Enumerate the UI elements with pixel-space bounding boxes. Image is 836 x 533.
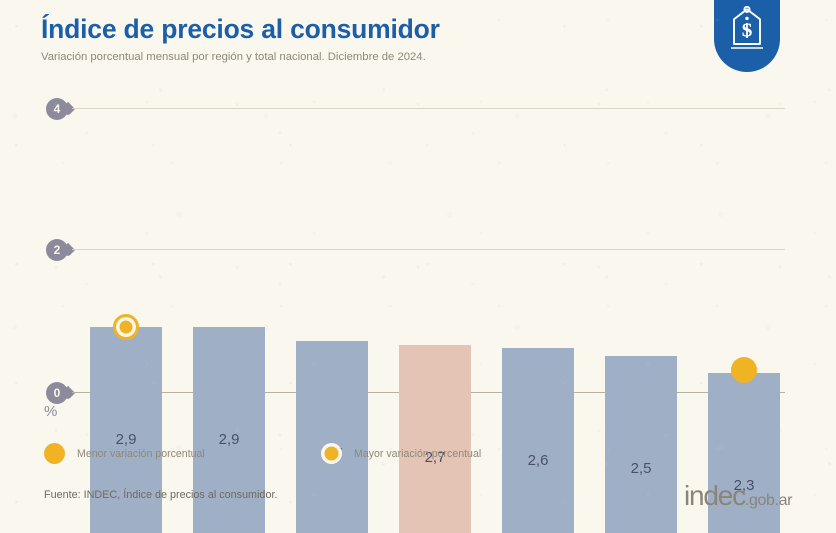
bar-group-pampeana[interactable]: 2,5 Pampeana [605, 141, 677, 533]
bar-group-noroeste[interactable]: 2,7 Noroeste [296, 141, 368, 533]
bar-group-cuyo[interactable]: 2,3 Cuyo [708, 141, 780, 533]
bar: 2,6 [502, 348, 574, 533]
gridline-2 [72, 249, 785, 250]
indec-logo-suffix: .gob.ar [744, 492, 792, 509]
page-title: Índice de precios al consumidor [41, 14, 440, 44]
y-axis-unit-label: % [44, 403, 58, 420]
bar-value-label: 2,7 [424, 449, 446, 466]
y-tick-4: 4 [46, 98, 68, 120]
indec-logo-main: indec [684, 480, 746, 511]
bar-value-label: 2,3 [733, 477, 755, 494]
y-tick-2: 2 [46, 239, 68, 261]
gridline-4 [72, 108, 785, 109]
indec-logo: indec .gob.ar [684, 480, 792, 512]
bar-group-patagonia[interactable]: 2,6 Patagonia [502, 141, 574, 533]
marker-menor-variacion-icon [731, 357, 757, 383]
header: Índice de precios al consumidor Variació… [41, 14, 440, 63]
y-tick-0: 0 [46, 382, 68, 404]
bar-group-noreste[interactable]: 2,9 Noreste [90, 141, 162, 533]
bar-value-label: 2,6 [527, 452, 549, 469]
bar: 2,9 [90, 327, 162, 533]
footer-source-note: Fuente: INDEC, Índice de precios al cons… [44, 489, 278, 501]
legend-item-menor: Menor variación porcentual [44, 443, 205, 464]
legend-item-mayor: Mayor variación porcentual [321, 443, 481, 464]
legend-ring-dot-icon [321, 443, 342, 464]
brand-badge: S [714, 0, 780, 72]
bar-value-label: 2,5 [630, 460, 652, 477]
bar-group-total-nacional[interactable]: 2,7 Total nacional [399, 141, 471, 533]
bar-value-label: 2,9 [115, 431, 137, 448]
legend-label: Menor variación porcentual [77, 447, 205, 460]
legend-label: Mayor variación porcentual [354, 447, 482, 460]
bar: 2,3 [708, 373, 780, 533]
page-subtitle: Variación porcentual mensual por región … [41, 51, 426, 63]
bar: 2,5 [605, 356, 677, 533]
marker-mayor-variacion-icon [113, 314, 139, 340]
legend-solid-dot-icon [44, 443, 65, 464]
bar: 2,7 [399, 345, 471, 533]
bar-group-gba[interactable]: 2,9 GBA [193, 141, 265, 533]
bar: 2,9 [193, 327, 265, 533]
bar: 2,7 [296, 341, 368, 533]
bar-value-label: 2,9 [218, 431, 240, 448]
